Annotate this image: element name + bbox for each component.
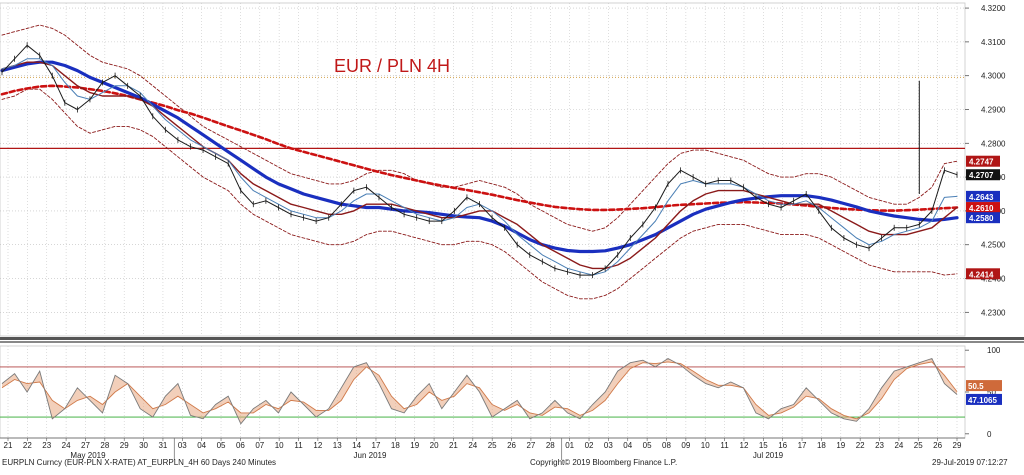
x-tick-label: 05 (217, 441, 226, 450)
x-tick-label: 28 (100, 441, 109, 450)
y-tick-label: 4.3100 (981, 38, 1006, 47)
x-tick-label: 17 (372, 441, 381, 450)
x-tick-label: 27 (526, 441, 535, 450)
x-tick-label: 11 (294, 441, 303, 450)
x-tick-label: 29 (120, 441, 129, 450)
x-tick-label: 24 (468, 441, 477, 450)
last-value-tag (966, 169, 1000, 181)
x-tick-label: 30 (139, 441, 148, 450)
x-tick-label: 15 (759, 441, 768, 450)
x-tick-label: 26 (933, 441, 942, 450)
stoch-value-tag-label: 50.5 (968, 382, 984, 391)
y-tick-label: 4.3200 (981, 4, 1006, 13)
x-tick-label: 21 (449, 441, 458, 450)
last-value-tag-label: 4.2747 (969, 158, 994, 167)
x-tick-label: 08 (662, 441, 671, 450)
x-tick-label: 24 (894, 441, 903, 450)
main-plot-area (0, 2, 966, 337)
series-bb-lower (1, 88, 958, 300)
y-tick-label: 4.2900 (981, 105, 1006, 114)
y-tick-label: 4.2800 (981, 139, 1006, 148)
x-tick-label: 10 (275, 441, 284, 450)
stoch-value-tag (966, 393, 1002, 405)
last-value-tag-label: 4.2610 (969, 204, 994, 213)
series-ma-mid (1, 61, 958, 270)
x-tick-label: 17 (798, 441, 807, 450)
x-tick-label: 12 (313, 441, 322, 450)
footer-timestamp: 29-Jul-2019 07:12:27 (932, 458, 1008, 467)
y-tick-label: 4.3000 (981, 72, 1006, 81)
stoch-y-tick-label: 100 (987, 346, 1001, 355)
x-tick-label: 11 (720, 441, 729, 450)
stoch-value-tag (966, 380, 1002, 392)
panel-separator (0, 341, 1024, 343)
stoch-fill (2, 358, 957, 424)
x-tick-label: 14 (352, 441, 361, 450)
x-tick-label: 22 (856, 441, 865, 450)
x-tick-label: 24 (62, 441, 71, 450)
x-tick-label: 18 (391, 441, 400, 450)
x-tick-label: 03 (178, 441, 187, 450)
series-stoch-k (1, 357, 958, 425)
last-value-tag (966, 190, 1000, 202)
last-value-tag (966, 268, 1000, 280)
chart-title: EUR / PLN 4H (334, 56, 450, 76)
last-value-tag-label: 4.2414 (969, 270, 994, 279)
y-tick-label: 4.2300 (981, 308, 1006, 317)
last-value-tag-label: 4.2707 (969, 171, 994, 180)
x-tick-label: 16 (778, 441, 787, 450)
last-value-tag-label: 4.2580 (969, 214, 994, 223)
x-tick-label: 09 (681, 441, 690, 450)
month-label: Jul 2019 (753, 451, 784, 460)
x-tick-label: 04 (623, 441, 632, 450)
x-tick-label: 03 (604, 441, 613, 450)
x-tick-label: 21 (4, 441, 13, 450)
x-tick-label: 18 (817, 441, 826, 450)
stoch-y-tick-label: 0 (987, 430, 992, 439)
x-tick-label: 07 (255, 441, 264, 450)
x-tick-label: 04 (197, 441, 206, 450)
last-value-tag-label: 4.2643 (969, 193, 994, 202)
x-tick-label: 05 (643, 441, 652, 450)
x-tick-label: 19 (836, 441, 845, 450)
x-tick-label: 26 (507, 441, 516, 450)
last-value-tag (966, 212, 1000, 224)
series-stoch-d (1, 361, 958, 420)
x-tick-label: 29 (953, 441, 962, 450)
x-tick-label: 25 (914, 441, 923, 450)
x-tick-label: 23 (42, 441, 51, 450)
footer-security-info: EURPLN Curncy (EUR-PLN X-RATE) AT_EURPLN… (2, 458, 277, 467)
x-tick-label: 13 (333, 441, 342, 450)
month-label: May 2019 (70, 451, 106, 460)
x-tick-label: 25 (488, 441, 497, 450)
x-tick-label: 02 (585, 441, 594, 450)
x-tick-label: 10 (701, 441, 710, 450)
x-tick-label: 19 (410, 441, 419, 450)
x-tick-label: 28 (546, 441, 555, 450)
x-tick-label: 31 (158, 441, 167, 450)
y-tick-label: 4.2500 (981, 241, 1006, 250)
last-value-tag (966, 155, 1000, 167)
x-tick-label: 27 (81, 441, 90, 450)
x-tick-label: 12 (740, 441, 749, 450)
footer-copyright: Copyright© 2019 Bloomberg Finance L.P. (530, 458, 678, 467)
stoch-y-tick-label: 50 (987, 388, 996, 397)
x-tick-label: 22 (23, 441, 32, 450)
x-tick-label: 23 (875, 441, 884, 450)
x-tick-label: 06 (236, 441, 245, 450)
x-tick-label: 01 (565, 441, 574, 450)
stoch-value-tag-label: 47.1065 (968, 396, 997, 405)
series-ma-slow-blue (0, 60, 959, 254)
month-label: Jun 2019 (354, 451, 387, 460)
panel-separator (0, 337, 1024, 340)
x-tick-label: 20 (430, 441, 439, 450)
last-value-tag (966, 202, 1000, 214)
series-bb-upper (1, 24, 958, 232)
